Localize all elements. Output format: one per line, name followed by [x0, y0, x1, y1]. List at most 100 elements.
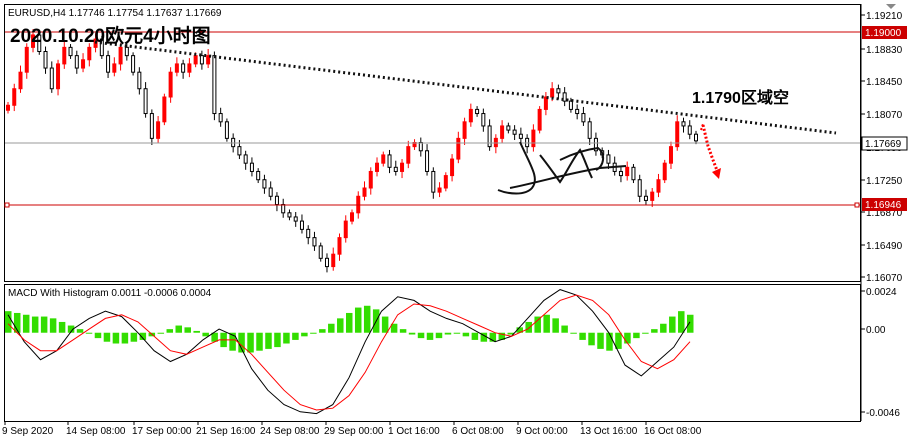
histogram-bar — [202, 332, 209, 337]
histogram-bar — [660, 323, 667, 333]
candle-body — [587, 121, 592, 139]
candle-body — [268, 187, 273, 197]
annotation-title: 2020.10.20欧元4小时图 — [10, 24, 211, 47]
candle-body — [156, 121, 161, 139]
histogram-bar — [121, 332, 129, 344]
time-tick-label: 14 Sep 08:00 — [66, 426, 126, 437]
candle-body — [556, 88, 561, 94]
candle-body — [324, 257, 329, 268]
candle-body — [343, 220, 348, 239]
candle-body — [462, 121, 467, 139]
candle-body — [206, 55, 211, 65]
candle-body — [418, 142, 423, 152]
candle-body — [606, 154, 611, 164]
time-tick-label: 17 Sep 00:00 — [132, 426, 192, 437]
price-tick-label: 1.17250 — [866, 176, 903, 187]
histogram-bar — [534, 316, 541, 333]
histogram-bar — [112, 332, 120, 344]
candle-body — [256, 170, 261, 181]
candle-body — [618, 170, 623, 177]
candle-body — [137, 71, 142, 90]
histogram-bar — [40, 316, 48, 333]
histogram-bar — [67, 325, 75, 333]
histogram-bar — [211, 332, 218, 342]
histogram-bar — [13, 312, 21, 333]
histogram-bar — [552, 318, 559, 333]
histogram-bar — [678, 311, 685, 333]
histogram-bar — [85, 332, 93, 334]
histogram-bar — [489, 332, 497, 342]
time-tick-label: 21 Sep 16:00 — [196, 426, 256, 437]
candle-body — [437, 187, 442, 193]
candle-body — [531, 129, 536, 148]
histogram-bar — [58, 321, 66, 333]
candle-body — [293, 216, 298, 222]
candle-body — [6, 104, 10, 111]
histogram-bar — [579, 332, 586, 340]
candle-body — [249, 162, 254, 172]
candle-body — [243, 154, 248, 164]
time-tick-label: 9 Sep 2020 — [2, 426, 54, 437]
candle-body — [643, 195, 648, 201]
candle-body — [18, 71, 23, 90]
histogram-bar — [256, 332, 263, 351]
histogram-bar — [399, 329, 407, 333]
histogram-bar — [633, 332, 640, 339]
time-tick-label: 9 Oct 00:00 — [516, 426, 568, 437]
candle-body — [68, 46, 73, 57]
macd-tick-label: -0.0046 — [866, 408, 900, 419]
candle-body — [406, 146, 411, 164]
histogram-bar — [624, 332, 631, 344]
svg-text:1.16946: 1.16946 — [865, 200, 902, 211]
signature-watermark — [497, 141, 627, 195]
candle-body — [675, 121, 680, 148]
candle-body — [518, 133, 523, 139]
histogram-bar — [301, 332, 308, 337]
support-line-handle[interactable] — [4, 202, 10, 208]
candle-body — [368, 170, 373, 189]
zone-label: 1.1790区域空 — [692, 88, 789, 107]
histogram-bar — [94, 332, 102, 339]
candle-body — [99, 38, 104, 57]
histogram-bar — [462, 332, 470, 337]
candle-body — [506, 125, 511, 131]
candle-body — [56, 63, 61, 90]
histogram-bar — [238, 332, 245, 353]
macd-tick-label: 0.00 — [866, 325, 886, 336]
price-tag-support: 1.16946 — [862, 198, 907, 211]
histogram-bar — [597, 332, 604, 349]
histogram-bar — [444, 332, 452, 335]
candle-body — [143, 88, 148, 115]
histogram-bar — [229, 332, 236, 351]
candle-body — [212, 55, 217, 115]
candle-body — [512, 129, 517, 135]
candle-body — [468, 108, 473, 123]
candle-body — [400, 162, 405, 172]
candle-body — [537, 108, 542, 131]
candle-body — [306, 228, 311, 239]
candle-body — [199, 55, 204, 65]
candle-body — [181, 63, 186, 73]
candle-body — [431, 170, 436, 193]
price-tick-label: 1.16870 — [866, 208, 903, 219]
price-tick-label: 1.16490 — [866, 241, 903, 252]
candle-body — [62, 46, 67, 65]
candle-body — [318, 245, 323, 259]
histogram-bar — [31, 316, 39, 333]
candle-body — [350, 212, 354, 222]
candle-body — [362, 187, 367, 197]
histogram-bar — [417, 332, 425, 339]
support-line-handle[interactable] — [854, 202, 860, 208]
candle-body — [74, 55, 79, 69]
candle-body — [543, 96, 548, 110]
candle-body — [568, 100, 573, 110]
histogram-bar — [157, 332, 165, 334]
histogram-bar — [687, 314, 694, 333]
chart-scroll-icon[interactable] — [886, 4, 896, 9]
candle-body — [81, 59, 86, 69]
histogram-bar — [166, 329, 174, 333]
histogram-bar — [310, 332, 317, 334]
histogram-bar — [130, 332, 138, 342]
candle-body — [625, 166, 630, 177]
